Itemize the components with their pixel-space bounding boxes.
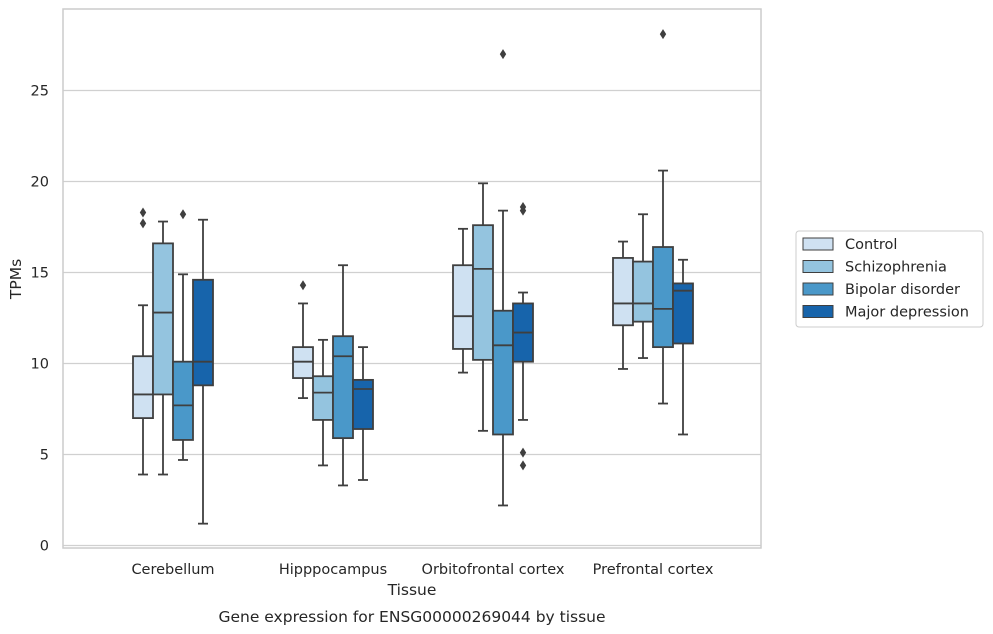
legend-swatch [802,282,834,296]
box-iqr [172,360,194,441]
box-iqr [132,355,154,420]
outlier-point [499,49,507,60]
box-schizophrenia [312,338,334,467]
box-iqr [152,242,174,396]
outlier-point [139,207,147,218]
box-control [132,207,154,476]
y-tick-label: 20 [31,175,49,191]
box-iqr [452,264,474,350]
box-iqr [192,278,214,387]
outlier-point [139,218,147,229]
box-iqr [312,375,334,421]
box-iqr [332,335,354,440]
box-control [292,280,314,399]
box-iqr [472,224,494,361]
box-major-depression [192,218,214,525]
legend-swatch [802,305,834,318]
x-tick-labels: Cerebellum Hipppocampus Orbitofrontal cort… [131,562,713,578]
x-axis-title: Tissue [387,581,437,599]
box-schizophrenia [472,182,494,432]
outlier-point [659,29,667,40]
box-iqr [652,246,674,349]
box-iqr [492,309,514,436]
box-control [452,227,474,374]
legend-swatch [802,237,834,251]
legend-swatch [802,260,834,273]
x-tick-label: Cerebellum [131,562,214,578]
legend-label: Schizophrenia [845,260,947,276]
legend: Control Schizophrenia Bipolar disorder Majo… [795,230,984,328]
boxes [132,29,694,525]
box-bipolar-disorder [492,49,514,507]
box-major-depression [512,201,534,471]
legend-label: Bipolar disorder [845,282,960,298]
box-iqr [632,260,654,323]
legend-label: Major depression [845,305,969,321]
chart-caption: Gene expression for ENSG00000269044 by t… [218,608,605,626]
plot-frame [62,8,762,549]
outlier-point [519,205,527,216]
box-bipolar-disorder [172,209,194,461]
x-tick-label: Hipppocampus [279,562,387,578]
box-major-depression [672,258,694,436]
box-iqr [352,378,374,430]
y-tick-label: 5 [40,448,49,464]
box-iqr [292,346,314,379]
x-tick-label: Prefrontal cortex [593,562,714,578]
x-tick-label: Orbitofrontal cortex [422,562,565,578]
box-bipolar-disorder [332,264,354,487]
y-tick-label: 25 [31,84,49,100]
legend-frame [795,230,984,328]
outlier-point [519,460,527,471]
outlier-point [179,209,187,220]
outlier-point [519,447,527,458]
box-major-depression [352,346,374,481]
y-tick-label: 15 [31,266,49,282]
box-bipolar-disorder [652,29,674,405]
box-control [612,240,634,370]
box-schizophrenia [152,220,174,476]
y-tick-label: 0 [40,539,49,555]
y-tick-label: 10 [31,357,49,373]
box-iqr [612,257,634,327]
box-iqr [672,282,694,345]
box-schizophrenia [632,213,654,359]
y-axis-title: TPMs [7,259,25,300]
legend-label: Control [845,237,897,253]
y-tick-labels: 0 5 10 15 20 25 [31,84,49,555]
outlier-point [299,280,307,291]
